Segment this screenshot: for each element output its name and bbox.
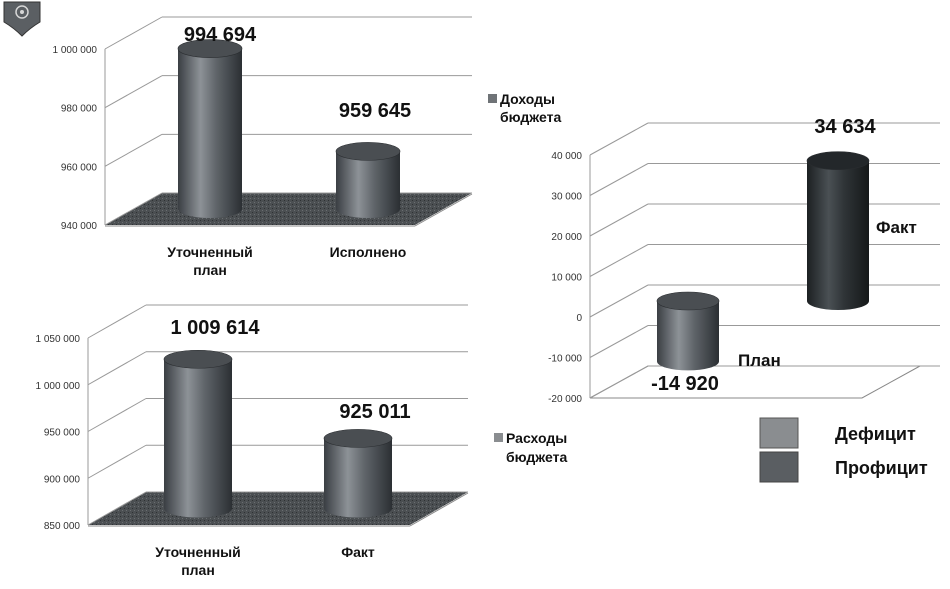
bar-body bbox=[336, 151, 400, 218]
chart-expense-ytick: 950 000 bbox=[44, 428, 81, 439]
chart-expense-bar bbox=[323, 429, 393, 518]
bar-body bbox=[178, 48, 242, 218]
chart-expense-grid-diag bbox=[87, 491, 147, 526]
bar-top bbox=[335, 142, 401, 161]
chart-expense-data-label: 1 009 614 bbox=[171, 317, 261, 339]
chart-balance-legend: Дефицит Профицит bbox=[759, 417, 928, 483]
chart-balance-data-label: -14 920 bbox=[651, 373, 719, 395]
chart-income-data-label: 959 645 bbox=[339, 100, 411, 122]
chart-income-category-label: Уточненный план bbox=[167, 244, 252, 278]
chart-balance-grid-diag bbox=[589, 244, 649, 277]
bar-top bbox=[656, 291, 720, 311]
chart-expense-grid-diag bbox=[87, 304, 147, 339]
chart-balance-ytick: -20 000 bbox=[548, 394, 582, 405]
legend-deficit-swatch bbox=[759, 417, 799, 449]
chart-expense-ytick: 850 000 bbox=[44, 521, 81, 532]
bar-top bbox=[163, 349, 233, 369]
chart-income-ytick: 960 000 bbox=[61, 162, 98, 173]
chart-income-legend: Доходы бюджета bbox=[488, 91, 562, 125]
chart-expense-legend-swatch bbox=[494, 433, 503, 442]
bar-body bbox=[324, 438, 392, 518]
chart-income-ytick: 980 000 bbox=[61, 104, 98, 115]
bar-body bbox=[164, 359, 232, 518]
chart-expense-grid-diag bbox=[87, 444, 147, 479]
chart-income-grid-diag bbox=[104, 75, 163, 109]
chart-balance-bar bbox=[656, 291, 720, 371]
chart-expense-grid-diag bbox=[87, 398, 147, 432]
chart-income: 940 000 960 000 980 000 1 000 000 994 694 95… bbox=[53, 16, 562, 278]
chart-income-axis-x-depth bbox=[414, 193, 473, 227]
chart-expense-legend: Расходы бюджета bbox=[494, 430, 568, 465]
bar-top bbox=[177, 39, 243, 58]
chart-expense-data-label: 925 011 bbox=[339, 401, 410, 423]
legend-surplus-swatch bbox=[759, 451, 799, 483]
chart-expense-ytick: 900 000 bbox=[44, 474, 81, 485]
bar-top bbox=[806, 151, 870, 171]
chart-balance-ytick: -10 000 bbox=[548, 354, 582, 365]
legend-surplus-label: Профицит bbox=[835, 458, 928, 478]
chart-income-ytick: 1 000 000 bbox=[53, 45, 98, 56]
chart-balance-ytick: 0 bbox=[576, 313, 582, 324]
chart-balance-grid-diag bbox=[589, 284, 649, 318]
chart-income-bar bbox=[335, 142, 401, 218]
chart-income-data-label: 994 694 bbox=[184, 24, 257, 46]
bar-body bbox=[657, 301, 719, 371]
chart-expense-grid-diag bbox=[87, 351, 147, 386]
chart-expense-legend-label: Расходы bbox=[506, 430, 567, 446]
chart-expense-ytick: 1 050 000 bbox=[36, 334, 81, 345]
chart-expense-bar bbox=[163, 349, 233, 518]
chart-income-grid-diag bbox=[104, 16, 163, 50]
chart-balance-grid-diag bbox=[589, 163, 649, 196]
chart-income-ytick: 940 000 bbox=[61, 221, 98, 232]
chart-balance-grid-diag bbox=[589, 203, 649, 237]
chart-expense-category-label: Факт bbox=[341, 544, 375, 560]
chart-income-grid-diag bbox=[104, 192, 163, 226]
chart-balance-grid-diag bbox=[589, 122, 649, 156]
chart-income-legend-label-line2: бюджета bbox=[500, 109, 562, 125]
chart-expense-ytick: 1 000 000 bbox=[36, 381, 81, 392]
chart-balance-ytick: 40 000 bbox=[551, 151, 582, 162]
bar-body bbox=[807, 160, 869, 310]
chart-income-legend-label: Доходы bbox=[500, 91, 555, 107]
chart-income-grid-diag bbox=[104, 133, 163, 167]
chart-expense-floor bbox=[88, 492, 468, 525]
chart-balance-category-label: План bbox=[738, 351, 781, 370]
chart-expense-axis-x-depth bbox=[409, 492, 469, 527]
chart-balance-data-label: 34 634 bbox=[814, 116, 876, 138]
chart-balance-bar bbox=[806, 151, 870, 310]
chart-balance-ytick: 30 000 bbox=[551, 192, 582, 203]
chart-income-legend-swatch bbox=[488, 94, 497, 103]
chart-balance-ytick: 20 000 bbox=[551, 232, 582, 243]
chart-balance-category-label: Факт bbox=[876, 218, 917, 237]
chart-balance-ytick: 10 000 bbox=[551, 273, 582, 284]
bar-top bbox=[323, 429, 393, 448]
chart-expense-category-label: Уточненный план bbox=[155, 544, 240, 578]
chart-income-category-label: Исполнено bbox=[330, 244, 407, 260]
chart-balance-grid-diag bbox=[589, 325, 649, 358]
chart-expense-legend-label-line2: бюджета bbox=[506, 449, 568, 465]
chart-balance-grid-diag bbox=[589, 365, 649, 399]
chart-income-bar bbox=[177, 39, 243, 218]
emblem-icon bbox=[3, 1, 41, 37]
legend-deficit-label: Дефицит bbox=[835, 424, 916, 444]
chart-income-floor bbox=[105, 193, 472, 225]
